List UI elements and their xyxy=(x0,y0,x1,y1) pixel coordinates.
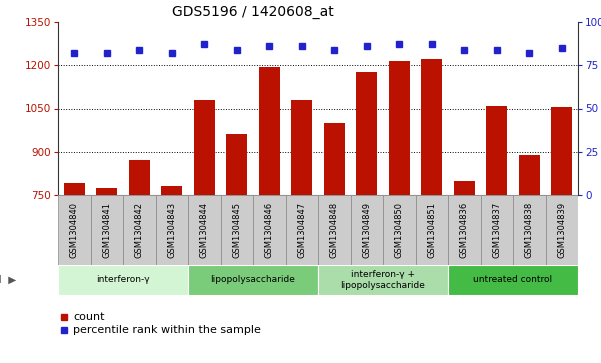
Text: GSM1304839: GSM1304839 xyxy=(557,202,566,258)
Bar xyxy=(226,134,248,363)
Bar xyxy=(91,195,123,265)
Bar xyxy=(486,106,507,363)
Text: GSM1304847: GSM1304847 xyxy=(297,202,307,258)
Bar xyxy=(324,123,345,363)
Bar xyxy=(188,195,221,265)
Bar xyxy=(318,265,448,295)
Bar xyxy=(454,180,475,363)
Text: interferon-γ: interferon-γ xyxy=(96,276,150,285)
Text: GSM1304842: GSM1304842 xyxy=(135,202,144,258)
Bar xyxy=(415,195,448,265)
Bar xyxy=(123,195,156,265)
Bar xyxy=(350,195,383,265)
Bar xyxy=(156,195,188,265)
Bar xyxy=(546,195,578,265)
Text: untreated control: untreated control xyxy=(474,276,552,285)
Bar xyxy=(519,155,540,363)
Text: GSM1304840: GSM1304840 xyxy=(70,202,79,258)
Text: GSM1304838: GSM1304838 xyxy=(525,202,534,258)
Text: GSM1304836: GSM1304836 xyxy=(460,202,469,258)
Bar xyxy=(389,61,410,363)
Bar xyxy=(58,265,188,295)
Bar xyxy=(481,195,513,265)
Bar xyxy=(64,183,85,363)
Bar xyxy=(551,107,572,363)
Bar xyxy=(291,100,313,363)
Text: GSM1304843: GSM1304843 xyxy=(167,202,176,258)
Text: GSM1304851: GSM1304851 xyxy=(427,202,436,258)
Bar xyxy=(161,186,182,363)
Bar xyxy=(285,195,318,265)
Text: GSM1304844: GSM1304844 xyxy=(200,202,209,258)
Text: lipopolysaccharide: lipopolysaccharide xyxy=(210,276,296,285)
Bar xyxy=(383,195,415,265)
Text: GSM1304846: GSM1304846 xyxy=(265,202,273,258)
Bar xyxy=(129,160,150,363)
Bar xyxy=(221,195,253,265)
Bar xyxy=(194,100,215,363)
Bar xyxy=(513,195,546,265)
Text: count: count xyxy=(73,312,105,322)
Bar xyxy=(421,60,442,363)
Bar xyxy=(318,195,350,265)
Bar xyxy=(58,195,91,265)
Text: GSM1304837: GSM1304837 xyxy=(492,202,501,258)
Bar xyxy=(448,265,578,295)
Bar xyxy=(258,67,280,363)
Bar xyxy=(253,195,285,265)
Text: GSM1304841: GSM1304841 xyxy=(102,202,111,258)
Text: GDS5196 / 1420608_at: GDS5196 / 1420608_at xyxy=(171,5,334,20)
Text: percentile rank within the sample: percentile rank within the sample xyxy=(73,325,261,335)
Bar xyxy=(96,188,117,363)
Text: interferon-γ +
lipopolysaccharide: interferon-γ + lipopolysaccharide xyxy=(341,270,426,290)
Text: GSM1304845: GSM1304845 xyxy=(232,202,241,258)
Text: GSM1304849: GSM1304849 xyxy=(362,202,371,258)
Text: GSM1304848: GSM1304848 xyxy=(330,202,339,258)
Text: GSM1304850: GSM1304850 xyxy=(395,202,404,258)
Bar xyxy=(188,265,318,295)
Bar xyxy=(356,73,377,363)
Bar xyxy=(448,195,481,265)
Text: protocol  ▶: protocol ▶ xyxy=(0,275,16,285)
